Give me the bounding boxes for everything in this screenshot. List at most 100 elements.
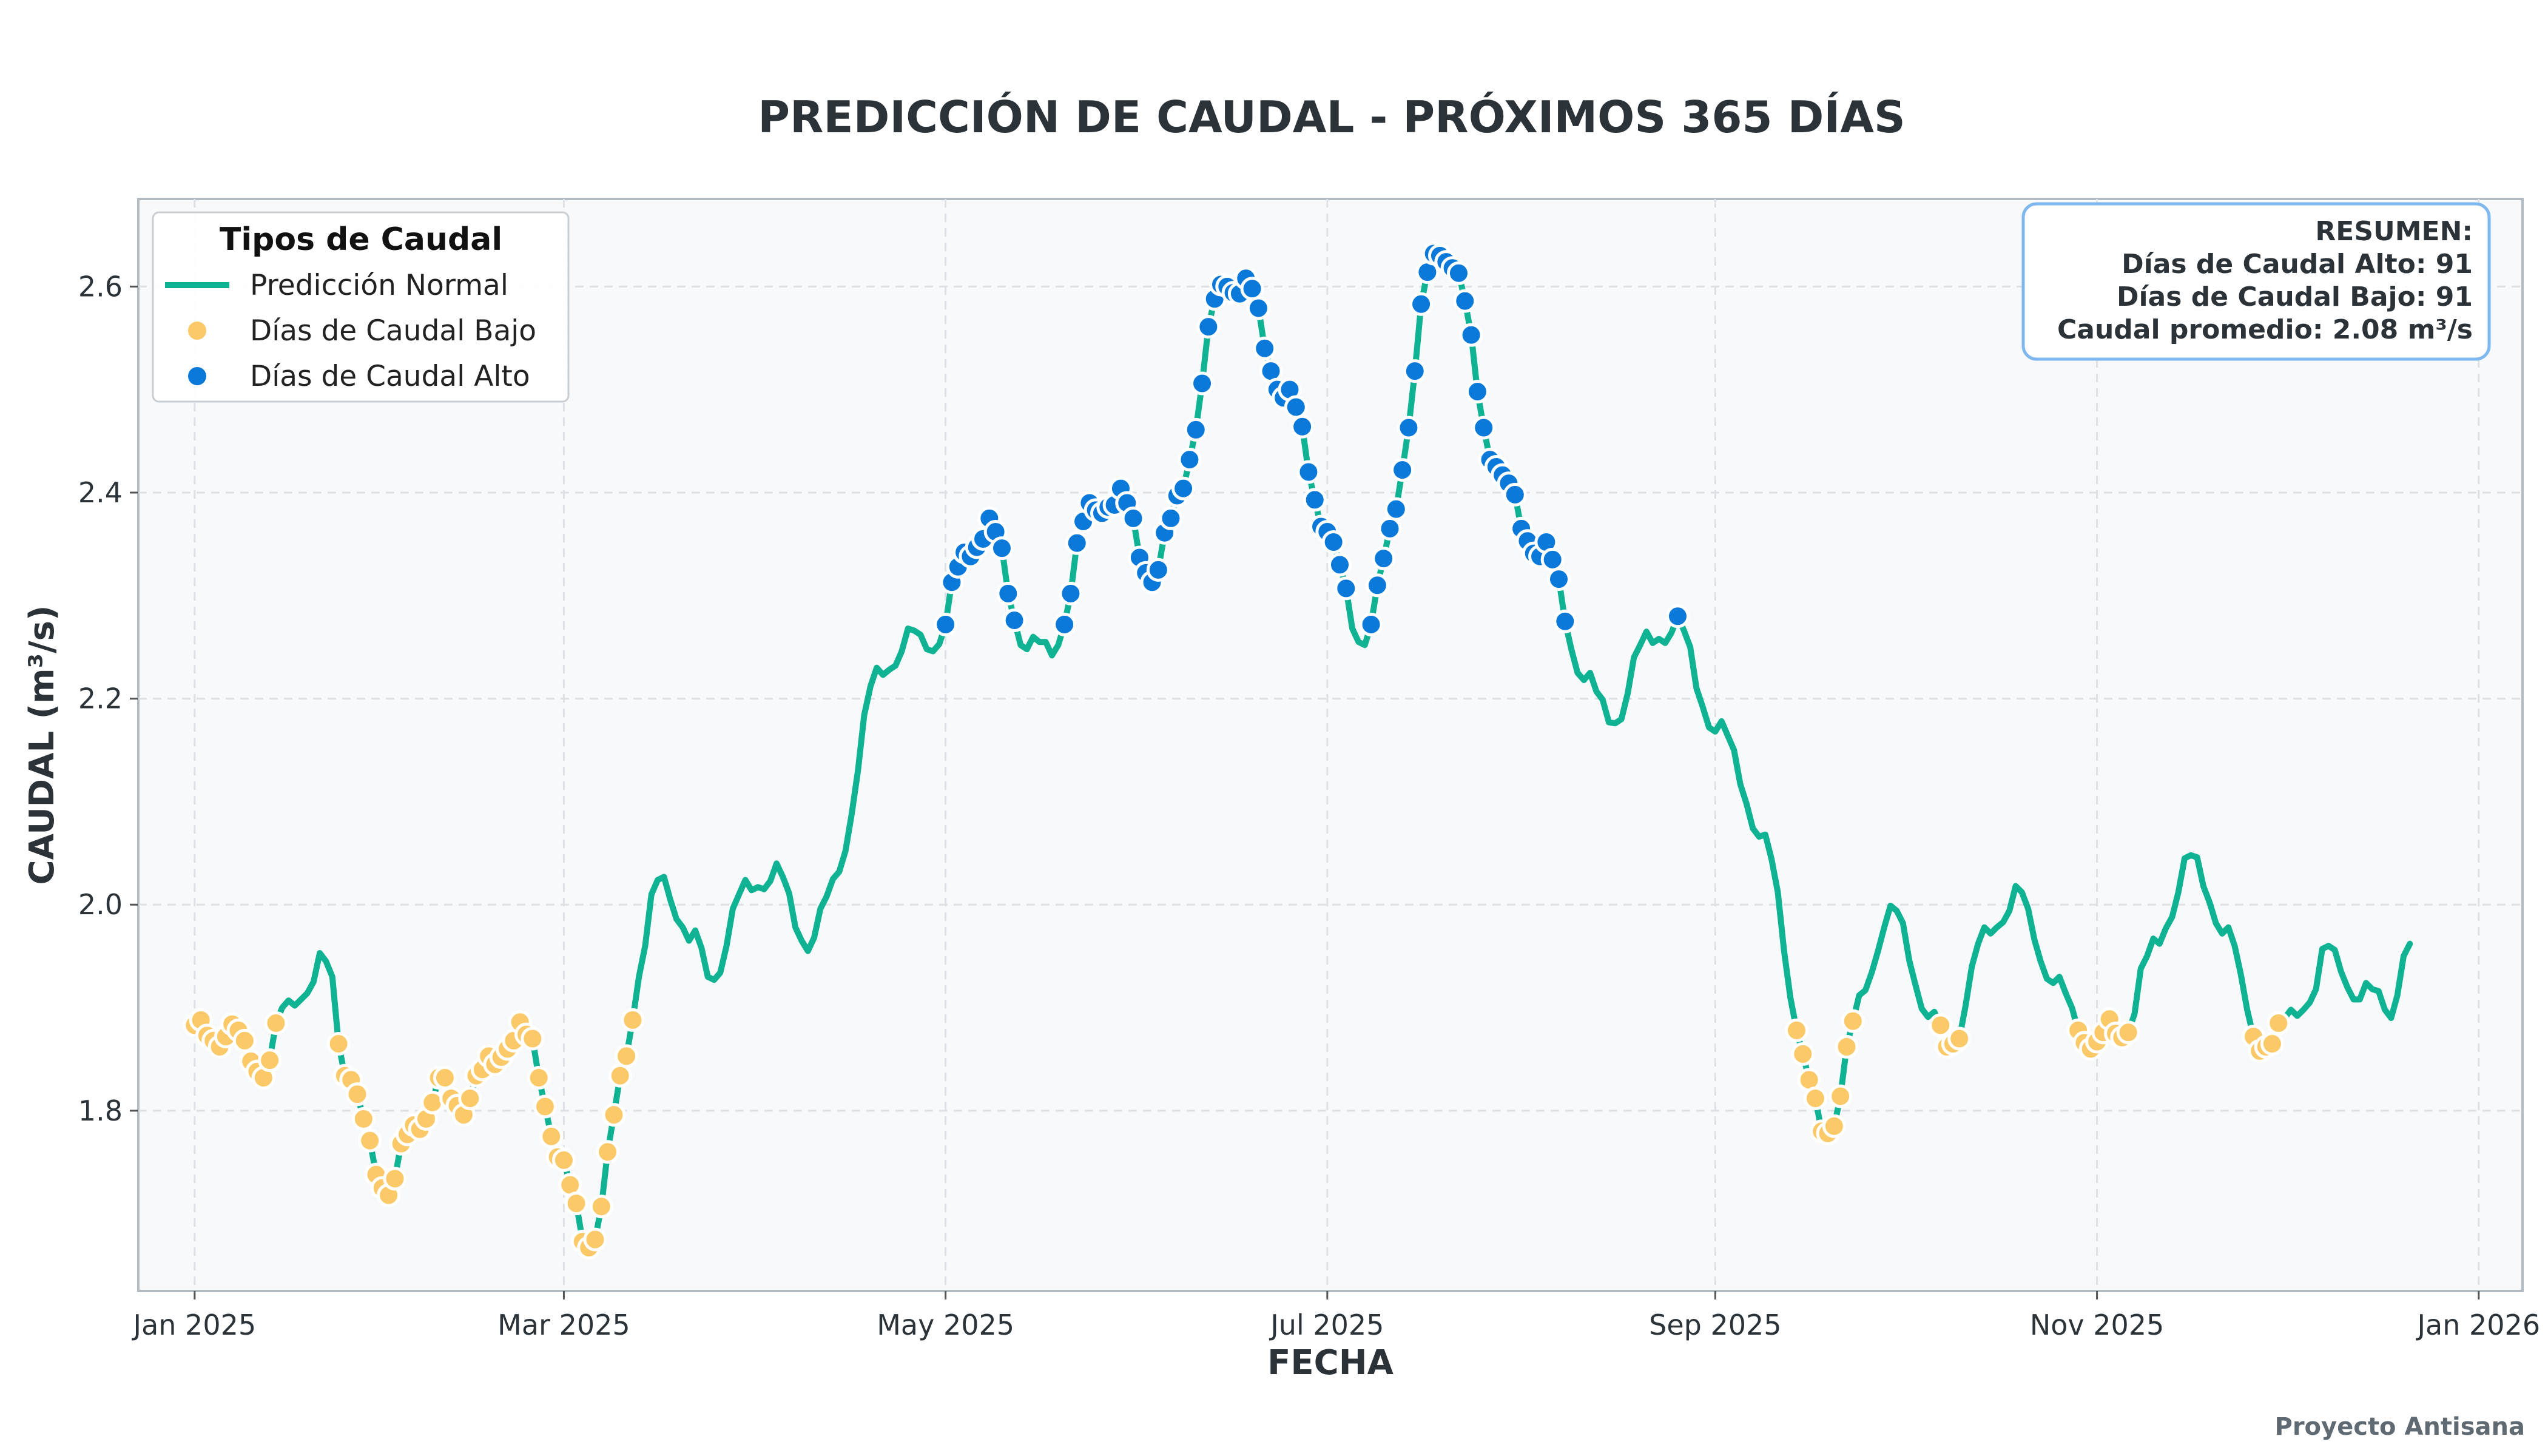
high-flow-point [1503, 482, 1527, 507]
legend-entry-normal: Predicción Normal [250, 269, 508, 302]
low-flow-point [2260, 1031, 2284, 1056]
high-flow-point [1321, 530, 1346, 554]
summary-box: RESUMEN: Días de Caudal Alto: 91 Días de… [2021, 202, 2491, 361]
high-flow-point [1397, 416, 1421, 440]
high-flow-point [1290, 414, 1315, 439]
legend-entry-high: Días de Caudal Alto [250, 360, 530, 393]
legend-low-swatch [188, 322, 206, 340]
low-flow-point [608, 1063, 632, 1088]
high-flow-point [1540, 547, 1565, 571]
low-flow-point [2267, 1011, 2291, 1035]
high-flow-point [1384, 497, 1408, 521]
legend-box [152, 211, 570, 403]
low-flow-point [564, 1191, 588, 1216]
high-flow-point [1372, 547, 1396, 571]
low-flow-point [433, 1065, 457, 1090]
low-flow-point [420, 1090, 445, 1114]
x-tick-label: Nov 2025 [2030, 1309, 2164, 1341]
high-flow-point [1446, 261, 1471, 285]
high-flow-point [1390, 458, 1415, 482]
high-flow-point [1053, 612, 1077, 636]
low-flow-point [527, 1065, 551, 1090]
low-flow-point [1828, 1084, 1853, 1108]
low-flow-point [264, 1011, 288, 1035]
low-flow-point [232, 1028, 257, 1053]
low-flow-point [1947, 1026, 1972, 1051]
high-flow-point [1059, 581, 1083, 605]
low-flow-point [1803, 1086, 1827, 1110]
low-flow-point [358, 1128, 382, 1153]
low-flow-point [458, 1086, 482, 1110]
x-tick-label: Jan 2026 [2415, 1309, 2540, 1341]
low-flow-point [2116, 1020, 2140, 1045]
low-flow-point [589, 1195, 613, 1219]
high-flow-point [1190, 371, 1215, 396]
high-flow-point [1121, 506, 1145, 530]
low-flow-point [1835, 1035, 1859, 1059]
high-flow-point [1365, 573, 1389, 598]
chart-title: PREDICCIÓN DE CAUDAL - PRÓXIMOS 365 DÍAS [758, 92, 1906, 143]
y-tick-label: 1.8 [78, 1094, 123, 1127]
high-flow-point [1409, 292, 1434, 316]
high-flow-point [1002, 608, 1026, 633]
legend-entry-low: Días de Caudal Bajo [250, 314, 536, 348]
low-flow-point [615, 1044, 639, 1068]
high-flow-point [1284, 395, 1308, 419]
low-flow-point [1841, 1009, 1865, 1033]
low-flow-point [258, 1048, 282, 1073]
high-flow-point [1065, 531, 1089, 555]
low-flow-point [1791, 1042, 1815, 1066]
y-tick-label: 2.0 [78, 888, 123, 921]
x-axis-label: FECHA [1267, 1343, 1394, 1383]
y-axis-label: CAUDAL (m³/s) [22, 605, 62, 885]
legend-high-swatch [188, 367, 206, 385]
high-flow-point [1546, 567, 1571, 592]
low-flow-point [521, 1026, 545, 1051]
low-flow-point [602, 1103, 626, 1127]
high-flow-point [1453, 289, 1477, 313]
summary-low-days: Días de Caudal Bajo: 91 [2117, 281, 2473, 312]
high-flow-point [1334, 576, 1358, 601]
high-flow-point [996, 581, 1020, 605]
low-flow-point [583, 1227, 607, 1252]
high-flow-point [1378, 516, 1402, 541]
high-flow-point [1472, 416, 1496, 440]
high-flow-point [1146, 558, 1170, 582]
y-tick-label: 2.2 [78, 682, 123, 715]
high-flow-point [1296, 460, 1321, 484]
high-flow-point [1184, 417, 1208, 442]
x-tick-label: May 2025 [877, 1309, 1014, 1341]
x-tick-label: Mar 2025 [497, 1309, 630, 1341]
low-flow-point [596, 1140, 620, 1164]
x-axis: Jan 2025 Mar 2025 May 2025 Jul 2025 Sep 2025… [132, 1291, 2540, 1341]
low-flow-point [326, 1031, 351, 1056]
low-flow-point [345, 1082, 369, 1107]
high-flow-point [1171, 476, 1196, 500]
high-flow-point [1327, 553, 1352, 577]
high-flow-point [1253, 336, 1277, 360]
low-flow-point [621, 1008, 645, 1032]
summary-frame [2021, 202, 2491, 361]
high-flow-point [1240, 277, 1264, 301]
x-tick-label: Jan 2025 [132, 1309, 257, 1341]
low-flow-point [533, 1094, 557, 1119]
y-axis: 1.8 2.0 2.2 2.4 2.6 [78, 270, 138, 1127]
day-markers [183, 241, 2291, 1260]
summary-average: Caudal promedio: 2.08 m³/s [2057, 314, 2473, 345]
summary-high-days: Días de Caudal Alto: 91 [2122, 249, 2473, 280]
high-flow-point [1178, 448, 1202, 472]
high-flow-point [989, 536, 1014, 561]
low-flow-point [539, 1124, 564, 1148]
footer-credit: Proyecto Antisana [2275, 1413, 2526, 1441]
y-tick-label: 2.4 [78, 476, 123, 509]
low-flow-point [1929, 1013, 1953, 1037]
high-flow-point [1553, 609, 1577, 633]
x-tick-label: Sep 2025 [1649, 1309, 1781, 1341]
summary-title: RESUMEN: [2315, 216, 2473, 247]
high-flow-point [1665, 604, 1690, 629]
high-flow-point [1303, 488, 1327, 512]
legend: Tipos de Caudal Predicción Normal Días d… [152, 211, 570, 403]
high-flow-point [1196, 315, 1221, 339]
low-flow-point [351, 1107, 376, 1131]
